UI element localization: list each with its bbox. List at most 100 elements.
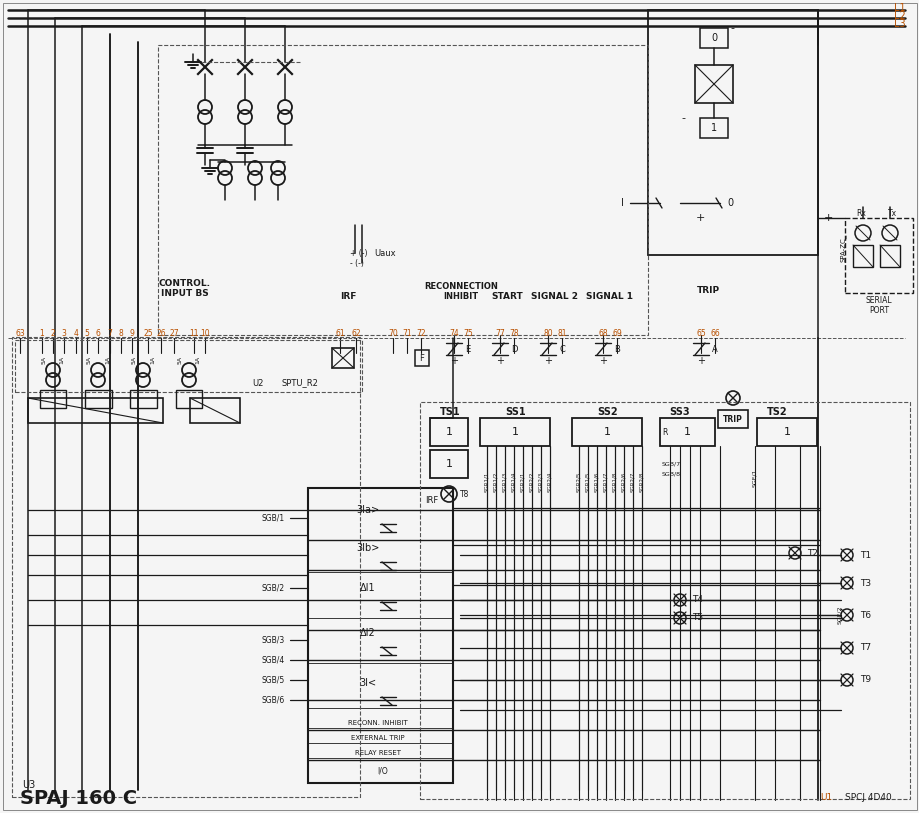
Text: ΔI2: ΔI2 [359,628,376,638]
Bar [699,28,727,48]
Bar [414,350,428,366]
Text: 8: 8 [119,328,123,337]
Text: 1: 1 [710,123,716,133]
Bar [659,418,714,446]
Text: 25: 25 [143,328,153,337]
Text: CONTROL.: CONTROL. [159,279,210,288]
Text: D: D [510,345,516,354]
Text: RECONN. INHIBIT: RECONN. INHIBIT [347,720,407,726]
Bar [85,390,112,408]
Bar [130,390,157,408]
Text: T3: T3 [859,579,870,588]
Text: SGR1/7: SGR1/7 [603,472,607,492]
Bar [429,450,468,478]
Text: SPTU_R2: SPTU_R2 [281,379,318,388]
Text: SGR1/4: SGR1/4 [511,472,516,492]
Text: T4: T4 [691,595,702,605]
Text: 27: 27 [169,328,178,337]
Bar [40,390,66,408]
Text: 9: 9 [130,328,134,337]
Text: 1: 1 [683,427,690,437]
Text: 62: 62 [351,328,360,337]
Text: 1A: 1A [60,356,64,364]
Text: SGR2/2: SGR2/2 [529,472,534,492]
Text: SPA-ZC_: SPA-ZC_ [839,234,845,262]
Bar [879,245,899,267]
Text: RECONNECTION: RECONNECTION [424,281,497,290]
Text: INHIBIT: INHIBIT [443,292,478,301]
Text: I/O: I/O [377,767,388,776]
Text: Uaux: Uaux [374,249,395,258]
Text: E: E [465,345,471,354]
Text: SGR1/5: SGR1/5 [584,472,590,492]
Text: SGR1/1: SGR1/1 [484,472,489,492]
Text: SGR1/3: SGR1/3 [502,472,507,492]
Text: B: B [613,345,619,354]
Text: T2: T2 [806,549,817,558]
Text: +: + [543,356,551,366]
Bar [15,340,361,392]
Bar [694,65,732,103]
Text: 81: 81 [557,328,566,337]
Text: 78: 78 [508,328,518,337]
Bar [717,410,747,428]
Text: R: R [662,428,667,437]
Text: - (-): - (-) [349,259,364,267]
Text: SS3: SS3 [669,407,689,417]
Text: SGB/6: SGB/6 [262,695,285,705]
Text: +: + [697,356,704,366]
Text: 68: 68 [597,328,607,337]
Text: 5A: 5A [177,356,182,364]
Text: SGR2/7: SGR2/7 [630,472,635,492]
Text: SGR1/2: SGR1/2 [493,472,498,492]
Text: INPUT BS: INPUT BS [161,289,209,298]
Text: SS2: SS2 [597,407,618,417]
Bar [332,348,354,368]
Text: PORT: PORT [868,306,888,315]
Text: SGF/1: SGF/1 [752,469,756,487]
Text: 5A: 5A [86,356,91,364]
Text: SGR1/8: SGR1/8 [612,472,617,492]
Text: START: START [491,292,522,301]
Text: 75: 75 [462,328,472,337]
Text: 72: 72 [415,328,425,337]
Text: 1: 1 [445,427,452,437]
Text: SGR2/1: SGR2/1 [520,472,525,492]
Text: 5: 5 [85,328,89,337]
Text: 1: 1 [40,328,44,337]
Text: 1A: 1A [196,356,200,364]
Text: 1: 1 [511,427,518,437]
Text: Rx: Rx [856,208,865,218]
Text: ΔI1: ΔI1 [360,583,375,593]
Text: SGB/5: SGB/5 [262,676,285,685]
Text: U2: U2 [252,379,264,388]
Text: T9: T9 [859,676,870,685]
Text: SGR2/5: SGR2/5 [576,472,581,492]
Text: L1: L1 [893,3,904,13]
Text: F: F [419,354,424,363]
Text: 5A: 5A [131,356,136,364]
Bar [844,218,912,293]
Text: 65: 65 [696,328,705,337]
Bar [480,418,550,446]
Text: 66: 66 [709,328,719,337]
Text: 4: 4 [74,328,78,337]
Text: +: + [695,213,704,223]
Text: 2: 2 [51,328,55,337]
Text: 3I<: 3I< [359,678,376,688]
Text: U1: U1 [819,793,832,802]
Text: 0: 0 [710,33,716,43]
Text: SIGNAL 1: SIGNAL 1 [586,292,633,301]
Text: 1A: 1A [151,356,155,364]
Text: SGR2/3: SGR2/3 [538,472,543,492]
Bar [190,398,240,423]
Text: -: - [680,113,685,123]
Text: 70: 70 [388,328,397,337]
Text: SGB/7: SGB/7 [662,462,680,467]
Text: 77: 77 [494,328,505,337]
Text: SGB/3: SGB/3 [262,636,285,645]
Text: 3: 3 [62,328,66,337]
Bar [308,488,452,783]
Bar [699,118,727,138]
Text: TS2: TS2 [766,407,787,417]
